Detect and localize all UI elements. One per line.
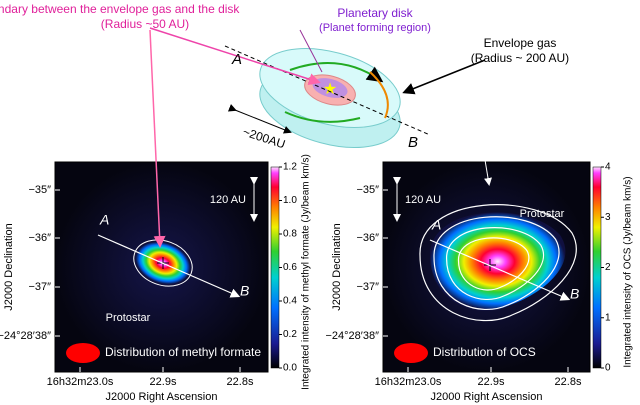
disk-diagram: ★ (149, 27, 486, 148)
y-tick-label: −37″ (356, 281, 379, 293)
envelope-radius: (Radius ~ 200 AU) (471, 51, 569, 65)
y-tick-label: −37″ (28, 281, 51, 293)
colorbar (592, 166, 602, 369)
x-tick-label: 22.9s (478, 376, 505, 388)
y-axis-label: J2000 Declination (3, 223, 15, 310)
colorbar-tick-label: 1.2 (283, 162, 297, 173)
colorbar-tick-label: 2 (605, 262, 611, 273)
x-axis-label: J2000 Right Ascension (431, 391, 543, 403)
label-b: B (408, 134, 418, 151)
colorbar-tick-label: 0.6 (283, 262, 297, 273)
y-tick-label: −36″ (356, 232, 379, 244)
colorbar (270, 166, 280, 369)
y-tick-label: −35″ (356, 184, 379, 196)
contour (419, 204, 577, 322)
caption: Distribution of methyl formate (105, 345, 261, 359)
scale-label: 120 AU (210, 194, 246, 206)
colorbar-tick-label: 0 (605, 363, 611, 374)
contour (133, 239, 193, 287)
contour (457, 237, 530, 291)
cut-line (429, 239, 571, 301)
boundary-arrow (149, 29, 166, 248)
protostar-label: Protostar (520, 208, 565, 220)
y-axis-label: J2000 Declination (331, 223, 343, 310)
colorbar-tick-label: 0.4 (283, 296, 297, 307)
colorbar-tick-label: 0.2 (283, 329, 297, 340)
boundary-label: Boundary between the envelope gas and th… (0, 2, 240, 16)
x-tick-label: 22.8s (555, 376, 582, 388)
contour (445, 227, 544, 300)
y-tick-label: −35″ (28, 184, 51, 196)
protostar-label: Protostar (106, 312, 151, 324)
label-b: B (570, 286, 579, 302)
colorbar-label: Integrated intensity of OCS (Jy/beam km/… (623, 176, 634, 367)
x-tick-label: 16h32m23.0s (47, 376, 114, 388)
colorbar-tick-label: 0.0 (283, 363, 297, 374)
label-a: A (431, 217, 441, 233)
scale-label: 120 AU (405, 194, 441, 206)
x-tick-label: 22.9s (150, 376, 177, 388)
label-b: B (240, 283, 249, 299)
boundary-radius: (Radius ~50 AU) (101, 17, 189, 31)
x-tick-label: 16h32m23.0s (375, 376, 442, 388)
colorbar-tick-label: 3 (605, 212, 611, 223)
caption: Distribution of OCS (433, 345, 536, 359)
colorbar-tick-label: 4 (605, 162, 611, 173)
colorbar-tick-label: 1 (605, 312, 611, 323)
envelope-label: Envelope gas (484, 36, 557, 50)
y-tick-label: −36″ (28, 232, 51, 244)
beam (394, 343, 428, 363)
disk-sub: (Planet forming region) (319, 22, 431, 34)
y-tick-label: −24°28′38″ (0, 330, 51, 342)
x-tick-label: 22.8s (227, 376, 254, 388)
disk-label: Planetary disk (337, 6, 413, 20)
envelope-arrow (484, 159, 492, 186)
star: ★ (323, 81, 337, 98)
x-axis-label: J2000 Right Ascension (106, 391, 218, 403)
colorbar-tick-label: 1.0 (283, 195, 297, 206)
label-a: A (231, 51, 242, 68)
cut-line (97, 234, 241, 298)
y-tick-label: −24°28′38″ (326, 330, 380, 342)
beam (66, 343, 100, 363)
contour (433, 216, 560, 311)
colorbar-label: Integrated intensity of methyl formate (… (301, 154, 312, 390)
label-a: A (99, 212, 109, 228)
colorbar-tick-label: 0.8 (283, 229, 297, 240)
